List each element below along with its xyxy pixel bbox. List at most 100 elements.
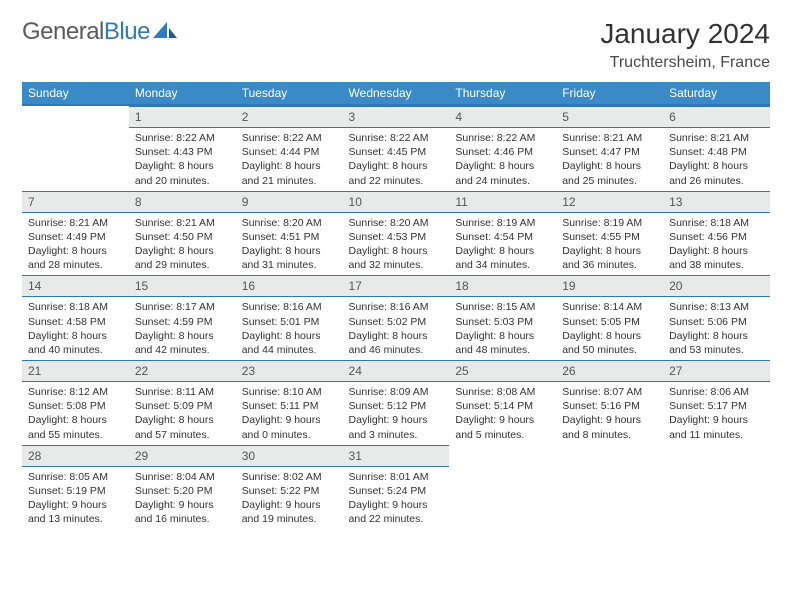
day-info: Sunrise: 8:04 AMSunset: 5:20 PMDaylight:… bbox=[129, 467, 236, 530]
header: GeneralBlue January 2024 Truchtersheim, … bbox=[22, 18, 770, 72]
calendar-day-cell bbox=[663, 445, 770, 530]
day-number: 17 bbox=[343, 275, 450, 297]
day-number: 25 bbox=[449, 360, 556, 382]
day-info: Sunrise: 8:22 AMSunset: 4:43 PMDaylight:… bbox=[129, 128, 236, 191]
calendar-day-cell: 10Sunrise: 8:20 AMSunset: 4:53 PMDayligh… bbox=[343, 191, 450, 276]
calendar-day-cell: 18Sunrise: 8:15 AMSunset: 5:03 PMDayligh… bbox=[449, 275, 556, 360]
calendar-day-cell: 25Sunrise: 8:08 AMSunset: 5:14 PMDayligh… bbox=[449, 360, 556, 445]
weekday-header: Wednesday bbox=[343, 82, 450, 105]
day-info: Sunrise: 8:13 AMSunset: 5:06 PMDaylight:… bbox=[663, 297, 770, 360]
day-info: Sunrise: 8:16 AMSunset: 5:02 PMDaylight:… bbox=[343, 297, 450, 360]
calendar-day-cell: 26Sunrise: 8:07 AMSunset: 5:16 PMDayligh… bbox=[556, 360, 663, 445]
calendar-week-row: 7Sunrise: 8:21 AMSunset: 4:49 PMDaylight… bbox=[22, 191, 770, 276]
day-info: Sunrise: 8:02 AMSunset: 5:22 PMDaylight:… bbox=[236, 467, 343, 530]
day-number: 19 bbox=[556, 275, 663, 297]
day-number: 31 bbox=[343, 445, 450, 467]
day-info: Sunrise: 8:20 AMSunset: 4:53 PMDaylight:… bbox=[343, 213, 450, 276]
weekday-header: Saturday bbox=[663, 82, 770, 105]
day-number: 23 bbox=[236, 360, 343, 382]
day-info: Sunrise: 8:22 AMSunset: 4:44 PMDaylight:… bbox=[236, 128, 343, 191]
day-number: 8 bbox=[129, 191, 236, 213]
day-info: Sunrise: 8:18 AMSunset: 4:56 PMDaylight:… bbox=[663, 213, 770, 276]
day-number: 12 bbox=[556, 191, 663, 213]
calendar-week-row: 28Sunrise: 8:05 AMSunset: 5:19 PMDayligh… bbox=[22, 445, 770, 530]
calendar-day-cell: 29Sunrise: 8:04 AMSunset: 5:20 PMDayligh… bbox=[129, 445, 236, 530]
calendar-day-cell: 15Sunrise: 8:17 AMSunset: 4:59 PMDayligh… bbox=[129, 275, 236, 360]
calendar-day-cell: 9Sunrise: 8:20 AMSunset: 4:51 PMDaylight… bbox=[236, 191, 343, 276]
day-info: Sunrise: 8:09 AMSunset: 5:12 PMDaylight:… bbox=[343, 382, 450, 445]
calendar-day-cell: 24Sunrise: 8:09 AMSunset: 5:12 PMDayligh… bbox=[343, 360, 450, 445]
day-number: 14 bbox=[22, 275, 129, 297]
calendar-day-cell: 14Sunrise: 8:18 AMSunset: 4:58 PMDayligh… bbox=[22, 275, 129, 360]
calendar-day-cell: 13Sunrise: 8:18 AMSunset: 4:56 PMDayligh… bbox=[663, 191, 770, 276]
calendar-day-cell: 28Sunrise: 8:05 AMSunset: 5:19 PMDayligh… bbox=[22, 445, 129, 530]
calendar-day-cell: 8Sunrise: 8:21 AMSunset: 4:50 PMDaylight… bbox=[129, 191, 236, 276]
location: Truchtersheim, France bbox=[600, 54, 770, 72]
day-number: 28 bbox=[22, 445, 129, 467]
day-number: 24 bbox=[343, 360, 450, 382]
day-number: 20 bbox=[663, 275, 770, 297]
calendar-body: 1Sunrise: 8:22 AMSunset: 4:43 PMDaylight… bbox=[22, 105, 770, 529]
weekday-header: Tuesday bbox=[236, 82, 343, 105]
day-number: 3 bbox=[343, 106, 450, 128]
calendar-day-cell: 7Sunrise: 8:21 AMSunset: 4:49 PMDaylight… bbox=[22, 191, 129, 276]
day-info: Sunrise: 8:17 AMSunset: 4:59 PMDaylight:… bbox=[129, 297, 236, 360]
calendar-day-cell bbox=[22, 105, 129, 191]
calendar-day-cell bbox=[556, 445, 663, 530]
calendar-week-row: 14Sunrise: 8:18 AMSunset: 4:58 PMDayligh… bbox=[22, 275, 770, 360]
day-info: Sunrise: 8:21 AMSunset: 4:50 PMDaylight:… bbox=[129, 213, 236, 276]
calendar-day-cell: 2Sunrise: 8:22 AMSunset: 4:44 PMDaylight… bbox=[236, 105, 343, 191]
day-number: 9 bbox=[236, 191, 343, 213]
day-number: 21 bbox=[22, 360, 129, 382]
calendar-header-row: SundayMondayTuesdayWednesdayThursdayFrid… bbox=[22, 82, 770, 105]
day-number: 22 bbox=[129, 360, 236, 382]
brand-post: Blue bbox=[104, 18, 150, 45]
day-info: Sunrise: 8:22 AMSunset: 4:45 PMDaylight:… bbox=[343, 128, 450, 191]
day-number: 27 bbox=[663, 360, 770, 382]
calendar-day-cell: 12Sunrise: 8:19 AMSunset: 4:55 PMDayligh… bbox=[556, 191, 663, 276]
calendar-week-row: 1Sunrise: 8:22 AMSunset: 4:43 PMDaylight… bbox=[22, 105, 770, 191]
day-info: Sunrise: 8:16 AMSunset: 5:01 PMDaylight:… bbox=[236, 297, 343, 360]
calendar-day-cell: 3Sunrise: 8:22 AMSunset: 4:45 PMDaylight… bbox=[343, 105, 450, 191]
brand-pre: General bbox=[22, 18, 104, 45]
day-number: 16 bbox=[236, 275, 343, 297]
day-number: 30 bbox=[236, 445, 343, 467]
day-info: Sunrise: 8:10 AMSunset: 5:11 PMDaylight:… bbox=[236, 382, 343, 445]
day-number: 7 bbox=[22, 191, 129, 213]
day-info: Sunrise: 8:14 AMSunset: 5:05 PMDaylight:… bbox=[556, 297, 663, 360]
weekday-header: Monday bbox=[129, 82, 236, 105]
day-info: Sunrise: 8:18 AMSunset: 4:58 PMDaylight:… bbox=[22, 297, 129, 360]
calendar-day-cell bbox=[449, 445, 556, 530]
calendar-week-row: 21Sunrise: 8:12 AMSunset: 5:08 PMDayligh… bbox=[22, 360, 770, 445]
day-info: Sunrise: 8:01 AMSunset: 5:24 PMDaylight:… bbox=[343, 467, 450, 530]
weekday-header: Thursday bbox=[449, 82, 556, 105]
calendar-day-cell: 11Sunrise: 8:19 AMSunset: 4:54 PMDayligh… bbox=[449, 191, 556, 276]
day-number: 5 bbox=[556, 106, 663, 128]
day-number: 2 bbox=[236, 106, 343, 128]
day-info: Sunrise: 8:21 AMSunset: 4:47 PMDaylight:… bbox=[556, 128, 663, 191]
month-title: January 2024 bbox=[600, 18, 770, 50]
day-info: Sunrise: 8:07 AMSunset: 5:16 PMDaylight:… bbox=[556, 382, 663, 445]
calendar-day-cell: 21Sunrise: 8:12 AMSunset: 5:08 PMDayligh… bbox=[22, 360, 129, 445]
calendar-day-cell: 30Sunrise: 8:02 AMSunset: 5:22 PMDayligh… bbox=[236, 445, 343, 530]
day-number: 18 bbox=[449, 275, 556, 297]
day-info: Sunrise: 8:20 AMSunset: 4:51 PMDaylight:… bbox=[236, 213, 343, 276]
day-number: 4 bbox=[449, 106, 556, 128]
day-info: Sunrise: 8:11 AMSunset: 5:09 PMDaylight:… bbox=[129, 382, 236, 445]
day-info: Sunrise: 8:21 AMSunset: 4:49 PMDaylight:… bbox=[22, 213, 129, 276]
brand-text: GeneralBlue bbox=[22, 18, 150, 46]
title-block: January 2024 Truchtersheim, France bbox=[600, 18, 770, 72]
calendar-table: SundayMondayTuesdayWednesdayThursdayFrid… bbox=[22, 82, 770, 529]
calendar-day-cell: 16Sunrise: 8:16 AMSunset: 5:01 PMDayligh… bbox=[236, 275, 343, 360]
day-info: Sunrise: 8:12 AMSunset: 5:08 PMDaylight:… bbox=[22, 382, 129, 445]
day-info: Sunrise: 8:05 AMSunset: 5:19 PMDaylight:… bbox=[22, 467, 129, 530]
brand-logo: GeneralBlue bbox=[22, 18, 179, 46]
day-number: 29 bbox=[129, 445, 236, 467]
day-number: 11 bbox=[449, 191, 556, 213]
calendar-day-cell: 17Sunrise: 8:16 AMSunset: 5:02 PMDayligh… bbox=[343, 275, 450, 360]
day-number: 6 bbox=[663, 106, 770, 128]
day-number: 13 bbox=[663, 191, 770, 213]
day-info: Sunrise: 8:19 AMSunset: 4:55 PMDaylight:… bbox=[556, 213, 663, 276]
day-info: Sunrise: 8:06 AMSunset: 5:17 PMDaylight:… bbox=[663, 382, 770, 445]
calendar-day-cell: 5Sunrise: 8:21 AMSunset: 4:47 PMDaylight… bbox=[556, 105, 663, 191]
